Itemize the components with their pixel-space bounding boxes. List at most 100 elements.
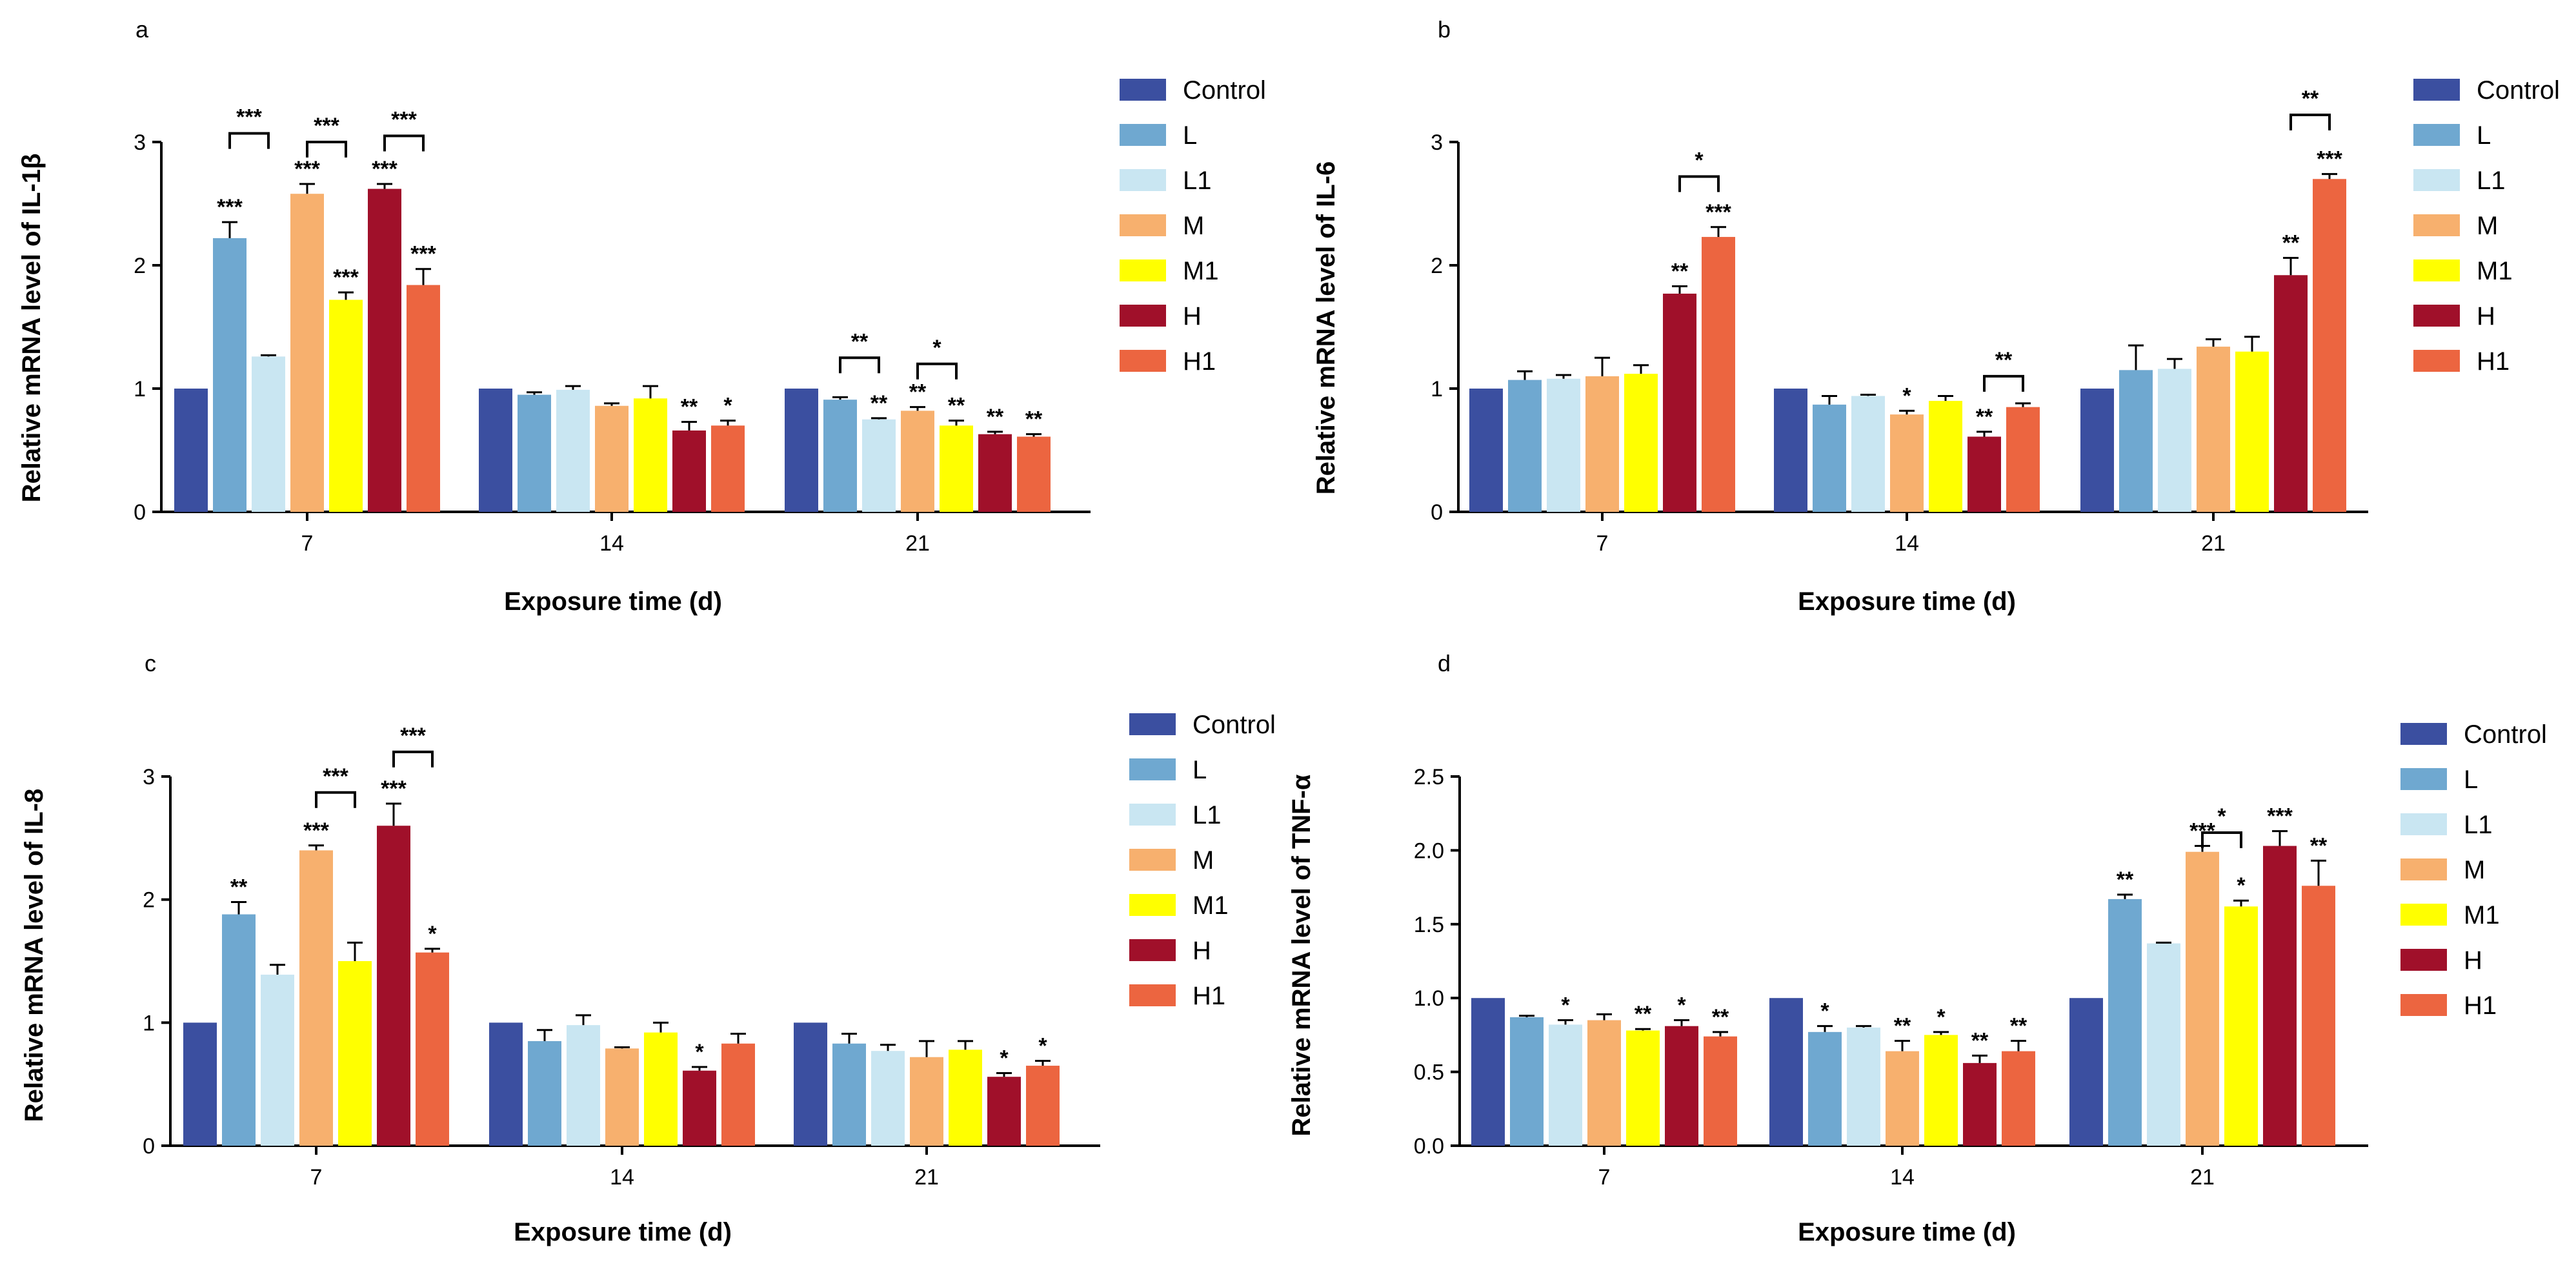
legend-swatch-control — [1129, 713, 1176, 735]
significance-label: * — [1000, 1046, 1009, 1071]
significance-label: *** — [372, 157, 397, 181]
y-axis-title: Relative mRNA level of IL-1β — [17, 154, 46, 503]
legend-swatch-l — [2400, 768, 2447, 790]
bar-m1-21 — [2235, 351, 2269, 512]
bar-m1-21 — [2224, 906, 2258, 1146]
significance-label: * — [1820, 999, 1829, 1024]
bar-l1-14 — [1847, 1027, 1880, 1146]
significance-label: ** — [681, 395, 698, 420]
bar-m-7 — [1587, 1020, 1621, 1146]
significance-label: *** — [303, 818, 329, 843]
bar-h1-7 — [1702, 237, 1735, 512]
y-axis-title: Relative mRNA level of TNF-α — [1287, 774, 1316, 1136]
y-tick-label: 1 — [134, 377, 146, 401]
legend-swatch-m1 — [2400, 904, 2447, 926]
legend-label-m: M — [1183, 212, 1204, 240]
bar-h1-21 — [1026, 1066, 1060, 1146]
bar-l-21 — [2119, 370, 2153, 512]
legend-swatch-control — [2400, 723, 2447, 745]
y-tick-label: 1.0 — [1414, 986, 1444, 1011]
legend-swatch-m — [2413, 214, 2460, 236]
legend-swatch-l — [2413, 124, 2460, 146]
legend-label-h1: H1 — [2464, 991, 2497, 1020]
legend: Control L L1 M M1 H H1 — [2400, 720, 2547, 1020]
comparison-bracket — [1678, 175, 1720, 192]
x-axis-title: Exposure time (d) — [504, 587, 722, 616]
y-tick-label: 2.5 — [1414, 765, 1444, 789]
y-tick-label: 3 — [143, 765, 155, 789]
bracket-label: * — [932, 336, 941, 360]
bar-l-7 — [213, 238, 247, 512]
bar-control-21 — [785, 389, 818, 512]
significance-label: ** — [987, 405, 1004, 429]
bar-h1-14 — [2006, 407, 2040, 512]
bracket-label: * — [1695, 148, 1704, 172]
significance-label: * — [1902, 383, 1911, 408]
panel-b: b 0 1 2 3 Relative mRNA level of IL-6 Exposure… — [1312, 16, 2560, 616]
y-tick-label: 2 — [1431, 254, 1443, 278]
y-axis-title: Relative mRNA level of IL-6 — [1312, 161, 1340, 494]
bar-m-7 — [290, 194, 324, 512]
bar-control-14 — [489, 1022, 523, 1146]
legend-label-control: Control — [1183, 76, 1266, 105]
legend-swatch-m1 — [1129, 894, 1176, 916]
bar-m-21 — [2186, 851, 2219, 1146]
y-tick-label: 0 — [134, 500, 146, 525]
bar-h1-7 — [416, 952, 449, 1146]
significance-label: ** — [1635, 1002, 1652, 1026]
x-tick-label: 7 — [1596, 531, 1609, 556]
significance-label: ** — [1894, 1014, 1911, 1039]
comparison-bracket — [315, 791, 356, 808]
legend-label-l1: L1 — [1183, 167, 1212, 195]
y-tick-label: 3 — [1431, 130, 1443, 155]
legend-label-h1: H1 — [1192, 982, 1225, 1010]
bar-l-14 — [528, 1041, 561, 1146]
panel-letter: d — [1438, 650, 1451, 676]
bracket-label: *** — [400, 724, 426, 748]
significance-label: *** — [410, 242, 436, 267]
x-tick-label: 14 — [1890, 1165, 1915, 1190]
x-tick-label: 21 — [914, 1165, 939, 1190]
significance-label: *** — [294, 157, 320, 181]
legend-swatch-h — [2413, 305, 2460, 327]
legend-swatch-control — [1120, 79, 1166, 101]
legend-label-m1: M1 — [1183, 257, 1219, 285]
comparison-bracket — [383, 134, 425, 152]
bar-h-21 — [2263, 846, 2297, 1146]
x-tick-label: 7 — [301, 531, 314, 556]
bar-m1-21 — [949, 1050, 982, 1146]
significance-label: ** — [2117, 868, 2134, 892]
significance-label: * — [2237, 873, 2246, 898]
bar-control-21 — [2080, 389, 2114, 512]
bar-m-7 — [1585, 376, 1619, 512]
significance-label: * — [1561, 993, 1570, 1018]
x-tick-label: 7 — [1598, 1165, 1611, 1190]
bar-h-21 — [2274, 275, 2308, 512]
legend-label-l: L — [1192, 756, 1207, 784]
comparison-bracket — [2201, 831, 2242, 848]
legend-swatch-m — [1129, 849, 1176, 871]
bar-m1-7 — [1626, 1030, 1660, 1146]
legend-label-h1: H1 — [2477, 347, 2510, 376]
bracket-label: *** — [314, 114, 339, 138]
bar-m1-14 — [634, 398, 667, 512]
bracket-label: *** — [323, 764, 348, 789]
significance-label: * — [1677, 993, 1686, 1018]
legend-swatch-h1 — [1120, 350, 1166, 372]
significance-label: ** — [230, 875, 248, 899]
bar-m-14 — [595, 405, 629, 512]
legend-swatch-l — [1129, 758, 1176, 780]
y-tick-label: 2.0 — [1414, 838, 1444, 863]
legend-label-l1: L1 — [2464, 811, 2493, 839]
bar-h1-21 — [2313, 179, 2346, 512]
bar-h-14 — [1967, 436, 2001, 512]
y-tick-label: 0.5 — [1414, 1061, 1444, 1085]
x-axis-title: Exposure time (d) — [1798, 1218, 2016, 1246]
bar-control-21 — [794, 1022, 827, 1146]
legend-label-control: Control — [2464, 720, 2547, 749]
legend-label-h: H — [1192, 937, 1211, 965]
comparison-bracket — [306, 141, 347, 157]
legend-label-control: Control — [1192, 711, 1276, 739]
bar-h-21 — [987, 1077, 1021, 1146]
